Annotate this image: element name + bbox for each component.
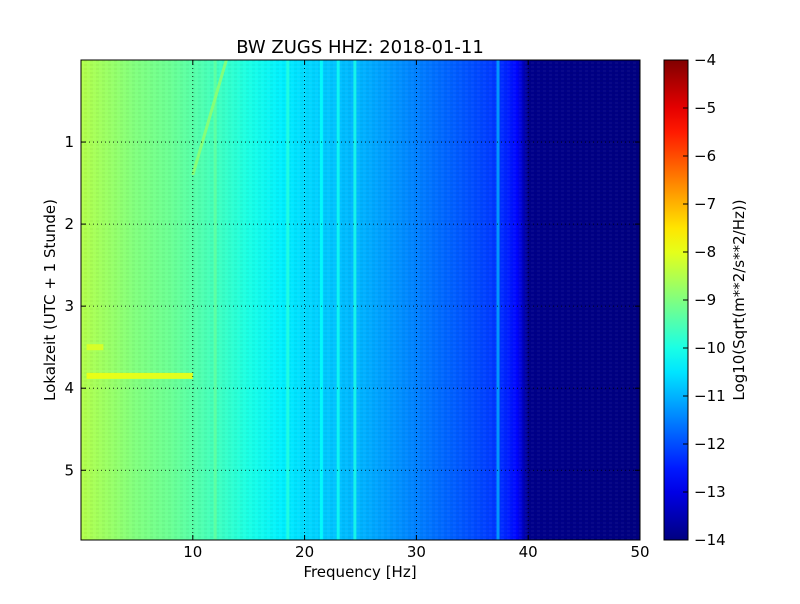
y-tick-label: 2 xyxy=(64,215,74,233)
y-axis: 1 2 3 4 5 xyxy=(64,133,640,479)
spectrogram-texture xyxy=(81,60,640,540)
feature-vertical-line xyxy=(353,60,357,540)
y-tick-label: 5 xyxy=(64,461,74,479)
feature-horizontal-burst xyxy=(86,372,193,379)
plot-area xyxy=(81,60,640,540)
grid-lines xyxy=(81,60,640,540)
feature-horizontal-burst xyxy=(86,344,104,351)
colorbar-tick-label: −7 xyxy=(694,195,716,213)
colorbar-label: Log10(Sqrt(m**2/s**2/Hz)) xyxy=(730,199,748,400)
feature-sloped-line xyxy=(191,60,228,176)
y-tick-label: 4 xyxy=(64,379,74,397)
x-tick-label: 30 xyxy=(407,543,426,561)
x-tick-label: 10 xyxy=(183,543,202,561)
chart-title: BW ZUGS HHZ: 2018-01-11 xyxy=(236,37,484,58)
colorbar-tick-label: −6 xyxy=(694,147,716,165)
plot-frame xyxy=(80,59,641,541)
colorbar-tick-label: −11 xyxy=(694,387,726,405)
feature-vertical-line xyxy=(336,60,340,540)
feature-vertical-line xyxy=(496,60,500,540)
y-tick-label: 3 xyxy=(64,297,74,315)
colorbar-tick-label: −4 xyxy=(694,51,716,69)
colorbar-tick-label: −10 xyxy=(694,339,726,357)
colorbar-ticks: −4 −5 −6 −7 −8 −9 −10 −11 −12 −13 −14 xyxy=(683,51,726,549)
colorbar-tick-label: −8 xyxy=(694,243,716,261)
colorbar-tick-label: −5 xyxy=(694,99,716,117)
colorbar-tick-label: −14 xyxy=(694,531,726,549)
feature-vertical-line xyxy=(319,60,323,540)
x-tick-label: 40 xyxy=(519,543,538,561)
colorbar-tick-label: −12 xyxy=(694,435,726,453)
colorbar-tick-label: −9 xyxy=(694,291,716,309)
y-tick-label: 1 xyxy=(64,133,74,151)
x-axis-label: Frequency [Hz] xyxy=(303,563,416,581)
spectral-features xyxy=(86,60,500,540)
x-tick-label: 50 xyxy=(630,543,649,561)
feature-vertical-line xyxy=(286,60,290,540)
y-axis-label: Lokalzeit (UTC + 1 Stunde) xyxy=(41,199,59,401)
x-axis: 10 20 30 40 50 xyxy=(183,60,650,561)
x-tick-label: 20 xyxy=(295,543,314,561)
colorbar: −4 −5 −6 −7 −8 −9 −10 −11 −12 −13 −14 Log10(Sqrt(m… xyxy=(663,51,748,549)
feature-vertical-line xyxy=(213,60,217,540)
colorbar-tick-label: −13 xyxy=(694,483,726,501)
